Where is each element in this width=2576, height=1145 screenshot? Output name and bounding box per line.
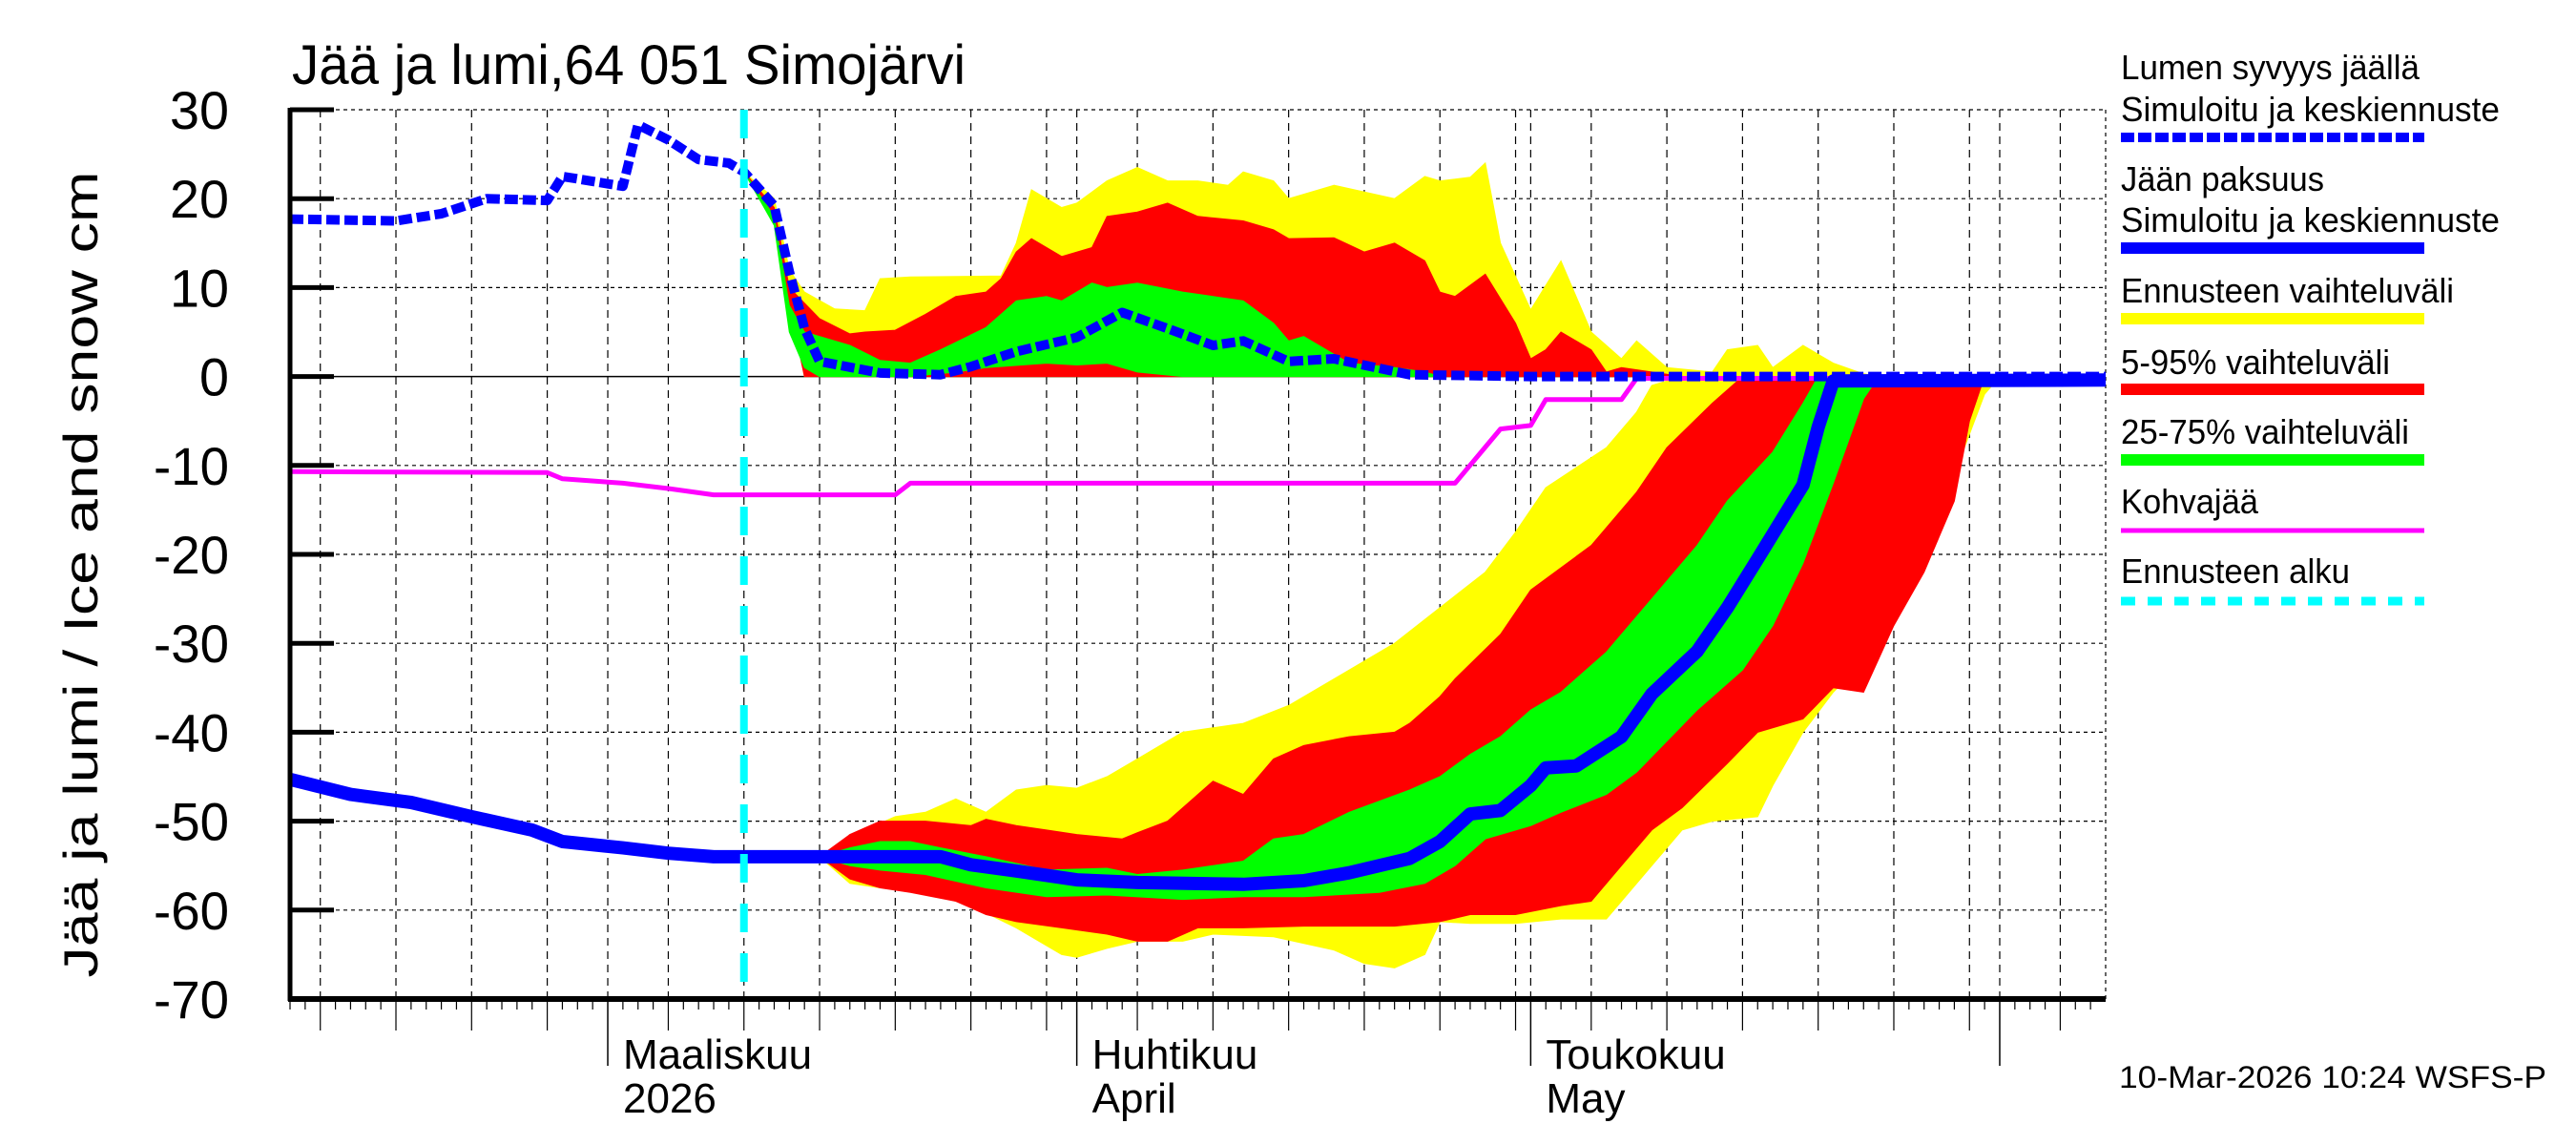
legend-p25-75-label: 25-75% vaihteluväli (2121, 412, 2409, 451)
band-p5-95-snow (743, 171, 1683, 378)
y-tick-label: 0 (199, 347, 229, 407)
y-tick-label: -70 (154, 969, 229, 1030)
axes (287, 107, 2106, 1066)
legend-snow-label: Lumen syvyys jäällä (2121, 48, 2420, 87)
y-tick-label: -40 (154, 702, 229, 762)
band-p25-75-snow (743, 171, 1441, 378)
month-label: Maaliskuu (623, 1031, 812, 1078)
forecast-bands (743, 161, 2002, 968)
y-axis-label: Jää ja lumi / Ice and snow cm (54, 172, 108, 978)
legend-ice-label: Jään paksuus (2121, 159, 2324, 198)
month-sublabel: April (1092, 1075, 1176, 1122)
y-tick-label: 20 (170, 169, 229, 229)
timestamp: 10-Mar-2026 10:24 WSFS-P (2119, 1060, 2546, 1094)
month-sublabel: 2026 (623, 1075, 717, 1122)
y-tick-label: -20 (154, 525, 229, 585)
y-tick-label: -10 (154, 436, 229, 496)
month-label: Toukokuu (1546, 1031, 1725, 1078)
y-tick-label: -60 (154, 881, 229, 941)
snow-depth-line (290, 119, 2106, 382)
band-p25-75-ice (818, 376, 1880, 901)
y-tick-label: -50 (154, 792, 229, 852)
series-lines (290, 110, 2106, 999)
month-label: Huhtikuu (1092, 1031, 1258, 1078)
legend: Lumen syvyys jäällä Simuloitu ja keskien… (2121, 48, 2500, 606)
legend-forecast-start-label: Ennusteen alku (2121, 552, 2350, 591)
y-tick-label: 10 (170, 258, 229, 318)
legend-snow-sublabel: Simuloitu ja keskiennuste (2121, 90, 2500, 129)
y-tick-label: -30 (154, 614, 229, 674)
ice-thickness-line (290, 373, 2106, 891)
legend-p5-95-label: 5-95% vaihteluväli (2121, 343, 2390, 382)
legend-range-label: Ennusteen vaihteluväli (2121, 271, 2454, 310)
month-sublabel: May (1546, 1075, 1625, 1122)
y-tick-label: 30 (170, 80, 229, 140)
kohva-line (290, 376, 2106, 498)
band-p5-95-ice (819, 376, 1985, 942)
legend-ice-sublabel: Simuloitu ja keskiennuste (2121, 200, 2500, 239)
chart-title: Jää ja lumi,64 051 Simojärvi (292, 34, 966, 96)
legend-kohva-label: Kohvajää (2121, 482, 2259, 521)
y-tick-labels: 30 20 10 0 -10 -20 -30 -40 -50 -60 -70 (154, 80, 229, 1030)
